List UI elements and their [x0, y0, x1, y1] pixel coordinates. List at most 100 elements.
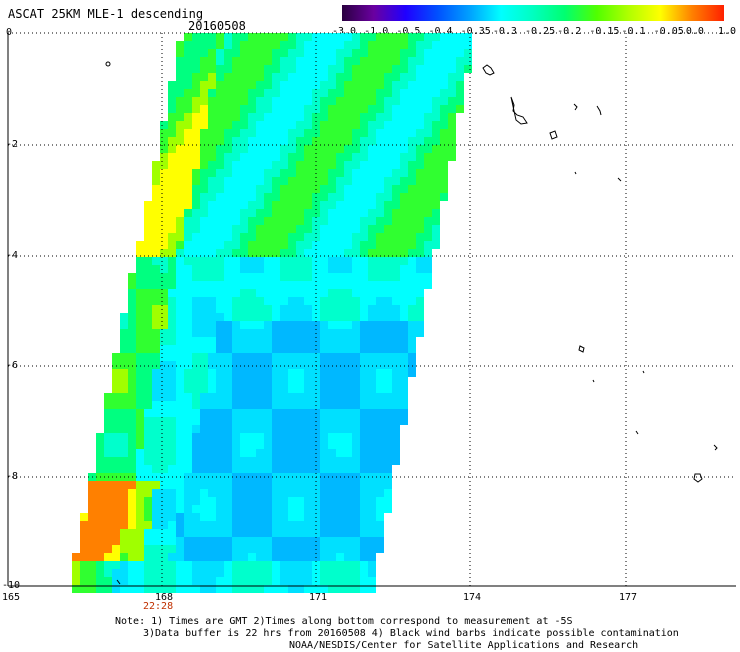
swath-cell — [192, 401, 200, 409]
swath-cell — [184, 401, 192, 409]
swath-cell — [328, 449, 336, 457]
swath-cell — [360, 65, 368, 73]
swath-cell — [400, 225, 408, 233]
swath-cell — [224, 377, 232, 385]
swath-cell — [208, 209, 216, 217]
swath-cell — [304, 457, 312, 465]
swath-cell — [288, 313, 296, 321]
swath-cell — [184, 305, 192, 313]
swath-cell — [296, 417, 304, 425]
swath-cell — [192, 105, 200, 113]
swath-cell — [240, 449, 248, 457]
swath-cell — [392, 329, 400, 337]
swath-cell — [152, 481, 160, 489]
swath-cell — [144, 441, 152, 449]
swath-cell — [376, 265, 384, 273]
swath-cell — [168, 329, 176, 337]
swath-cell — [80, 561, 88, 569]
swath-cell — [384, 401, 392, 409]
swath-cell — [344, 113, 352, 121]
swath-cell — [72, 577, 80, 585]
swath-cell — [208, 561, 216, 569]
swath-cell — [288, 97, 296, 105]
swath-cell — [432, 185, 440, 193]
swath-cell — [208, 537, 216, 545]
swath-cell — [152, 169, 160, 177]
swath-cell — [224, 561, 232, 569]
swath-cell — [232, 249, 240, 257]
swath-cell — [304, 377, 312, 385]
swath-cell — [176, 129, 184, 137]
swath-cell — [296, 513, 304, 521]
swath-cell — [416, 73, 424, 81]
swath-cell — [248, 121, 256, 129]
swath-cell — [176, 545, 184, 553]
swath-cell — [344, 217, 352, 225]
swath-cell — [136, 537, 144, 545]
swath-cell — [264, 465, 272, 473]
swath-cell — [104, 481, 112, 489]
swath-cell — [136, 401, 144, 409]
swath-cell — [256, 409, 264, 417]
swath-cell — [384, 329, 392, 337]
swath-cell — [280, 281, 288, 289]
swath-cell — [192, 273, 200, 281]
swath-cell — [272, 177, 280, 185]
swath-cell — [416, 249, 424, 257]
swath-cell — [200, 121, 208, 129]
swath-cell — [136, 497, 144, 505]
swath-cell — [208, 169, 216, 177]
swath-cell — [232, 329, 240, 337]
swath-cell — [232, 161, 240, 169]
swath-cell — [344, 225, 352, 233]
swath-cell — [288, 369, 296, 377]
swath-cell — [336, 105, 344, 113]
swath-cell — [352, 441, 360, 449]
swath-cell — [120, 321, 128, 329]
swath-cell — [200, 225, 208, 233]
swath-cell — [160, 521, 168, 529]
swath-cell — [176, 361, 184, 369]
swath-cell — [184, 553, 192, 561]
swath-cell — [120, 425, 128, 433]
swath-cell — [112, 409, 120, 417]
swath-cell — [360, 521, 368, 529]
swath-cell — [200, 257, 208, 265]
swath-cell — [192, 241, 200, 249]
swath-cell — [224, 209, 232, 217]
swath-cell — [376, 153, 384, 161]
swath-cell — [240, 129, 248, 137]
swath-cell — [328, 225, 336, 233]
swath-cell — [352, 457, 360, 465]
swath-cell — [152, 305, 160, 313]
swath-cell — [376, 481, 384, 489]
swath-cell — [360, 505, 368, 513]
swath-cell — [376, 249, 384, 257]
swath-cell — [272, 569, 280, 577]
swath-cell — [208, 145, 216, 153]
swath-cell — [432, 153, 440, 161]
swath-cell — [296, 153, 304, 161]
swath-cell — [304, 217, 312, 225]
swath-cell — [360, 577, 368, 585]
swath-cell — [304, 313, 312, 321]
swath-cell — [176, 281, 184, 289]
swath-cell — [280, 441, 288, 449]
swath-cell — [280, 585, 288, 593]
color-scale-bar — [342, 5, 724, 21]
swath-cell — [416, 161, 424, 169]
swath-cell — [144, 345, 152, 353]
swath-cell — [296, 81, 304, 89]
swath-cell — [288, 345, 296, 353]
swath-cell — [368, 265, 376, 273]
swath-cell — [176, 337, 184, 345]
swath-cell — [264, 49, 272, 57]
swath-cell — [176, 353, 184, 361]
swath-cell — [216, 281, 224, 289]
swath-cell — [392, 385, 400, 393]
swath-cell — [384, 41, 392, 49]
swath-cell — [152, 441, 160, 449]
swath-cell — [440, 73, 448, 81]
swath-cell — [344, 513, 352, 521]
swath-cell — [272, 57, 280, 65]
